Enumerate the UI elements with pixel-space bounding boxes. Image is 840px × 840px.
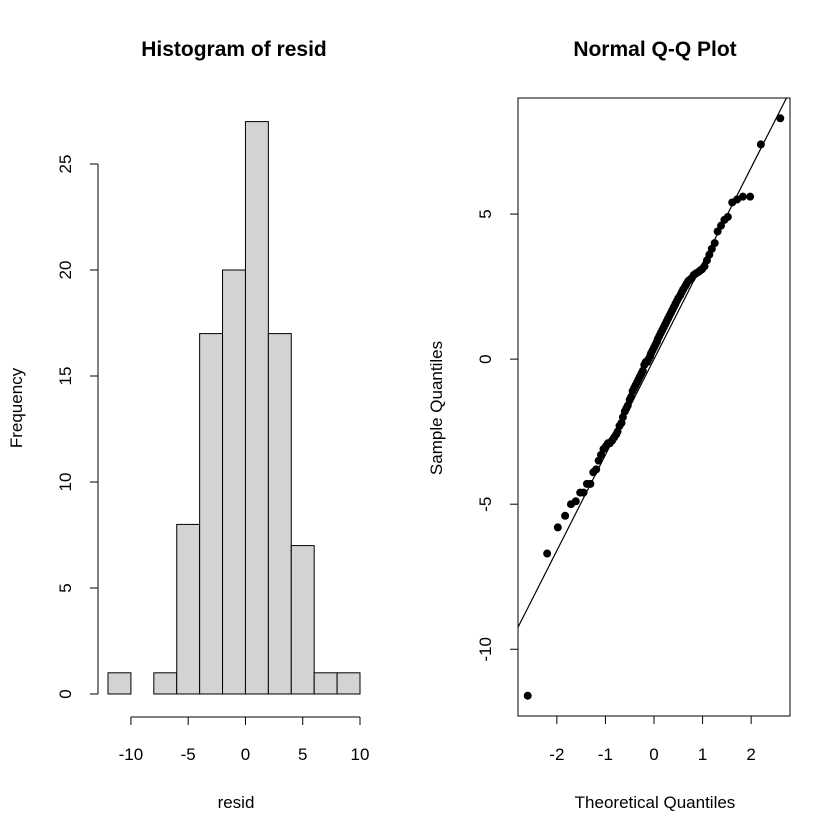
qq-point [523,691,532,700]
histogram-y-axis: 0 5 10 15 20 25 [56,155,99,699]
histogram-y-tick-label: 5 [56,583,75,592]
qq-point [592,465,601,474]
histogram-y-axis-title: Frequency [7,367,26,448]
histogram-y-tick-label: 20 [56,261,75,280]
histogram-bar [313,672,338,695]
histogram-x-axis-title: resid [218,793,255,812]
qq-y-tick-label: -5 [476,497,495,512]
qq-point [738,192,747,201]
histogram-x-tick-label: 0 [241,745,250,764]
histogram-x-axis: -10 -5 0 5 10 [119,716,370,764]
qq-point [717,221,726,230]
histogram-bar [336,672,361,695]
histogram-title: Histogram of resid [141,38,327,61]
histogram-bar [107,672,132,695]
qq-x-axis: -2 -1 0 1 2 [549,715,756,764]
qq-point [746,192,755,201]
qq-point [723,212,732,221]
qq-y-tick-label: 0 [476,354,495,363]
histogram-x-tick-label: 10 [351,745,370,764]
histogram-x-tick-label: 5 [298,745,307,764]
qq-plot-frame [517,97,791,717]
qq-point [776,114,785,123]
qq-reference-line-group [517,97,788,628]
histogram-y-tick-label: 25 [56,155,75,174]
qq-points [523,114,785,700]
histogram-bar [176,523,201,695]
histogram-y-tick-label: 15 [56,367,75,386]
qq-point [710,239,719,248]
qq-point [586,479,595,488]
qq-x-tick-label: -2 [549,745,564,764]
qq-x-tick-label: 1 [698,745,707,764]
histogram-y-tick-label: 10 [56,473,75,492]
histogram-bars [107,121,361,695]
qq-x-tick-label: 0 [649,745,658,764]
qq-title: Normal Q-Q Plot [573,38,736,61]
histogram-y-tick-label: 0 [56,689,75,698]
qq-point [553,523,562,532]
histogram-x-tick-label: -10 [119,745,144,764]
qq-point [579,488,588,497]
qq-y-tick-label: 5 [476,209,495,218]
qq-y-tick-label: -10 [476,637,495,662]
qq-panel: Normal Q-Q Plot Theoretical Quantiles Sa… [427,38,791,812]
histogram-bar [222,269,246,695]
qq-y-axis-title: Sample Quantiles [427,341,446,475]
qq-point [756,140,765,149]
qq-reference-line [517,97,788,628]
qq-y-axis: -10 -5 0 5 [476,209,519,662]
histogram-bar [244,121,269,695]
qq-x-axis-title: Theoretical Quantiles [575,793,736,812]
histogram-x-tick-label: -5 [181,745,196,764]
qq-point [561,511,570,520]
qq-point [713,227,722,236]
qq-x-tick-label: -1 [598,745,613,764]
histogram-bar [153,672,178,695]
qq-x-tick-label: 2 [746,745,755,764]
histogram-bar [199,333,224,695]
histogram-bar [267,333,292,695]
qq-point [543,549,552,558]
histogram-panel: Histogram of resid resid Frequency -10 -5… [7,38,369,812]
qq-point [571,497,580,506]
histogram-bar [290,545,315,695]
